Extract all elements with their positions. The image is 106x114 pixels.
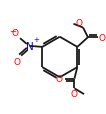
Text: N: N [26, 41, 34, 51]
Text: −: − [9, 27, 16, 36]
Text: O: O [71, 89, 78, 98]
Text: O: O [14, 58, 21, 67]
Text: +: + [34, 37, 39, 43]
Text: O: O [98, 33, 106, 42]
Text: O: O [75, 18, 82, 27]
Text: O: O [11, 29, 18, 38]
Text: O: O [56, 75, 63, 83]
